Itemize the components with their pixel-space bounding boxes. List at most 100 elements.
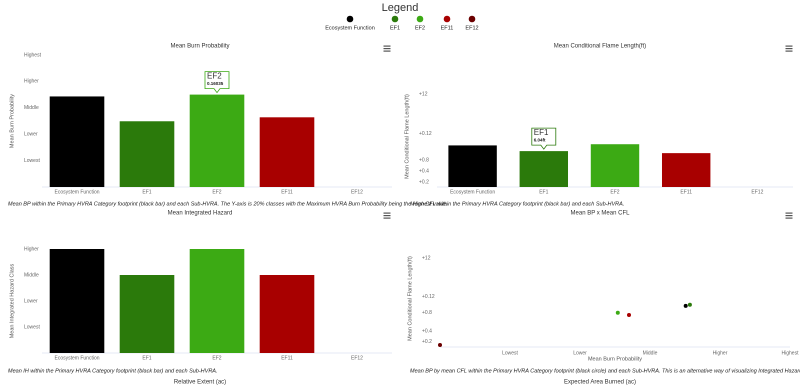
- chart-title: Mean Integrated Hazard: [168, 211, 233, 217]
- y-tick-label: +0.2: [419, 180, 429, 186]
- caption: Mean BP within the Primary HVRA Category…: [8, 201, 448, 207]
- bar[interactable]: [49, 249, 105, 353]
- x-tick-label: EF2: [610, 189, 619, 195]
- bar[interactable]: [259, 275, 315, 353]
- bar[interactable]: [189, 249, 245, 353]
- chart-panel: Mean BP x Mean CFL Mean Conditional Flame…: [407, 211, 800, 375]
- y-tick-label: Middle: [24, 272, 39, 278]
- x-tick-label: EF11: [680, 189, 692, 195]
- y-tick-label: Lowest: [24, 158, 40, 164]
- chart-menu[interactable]: [383, 212, 391, 219]
- caption: Mean BP by mean CFL within the Primary H…: [410, 368, 800, 374]
- tooltip-box: [204, 71, 230, 94]
- bar[interactable]: [49, 96, 105, 187]
- tooltip-text: 0.16035: [207, 81, 224, 86]
- point[interactable]: [627, 313, 631, 318]
- x-tick-label: EF1: [142, 355, 151, 361]
- point[interactable]: [683, 303, 688, 308]
- y-tick-label: +12: [422, 255, 431, 261]
- menu-bar[interactable]: [383, 217, 391, 219]
- chart-title: Expected Area Burned (ac): [564, 380, 636, 386]
- legend-title: Legend: [382, 2, 419, 14]
- y-tick-label: +12: [419, 92, 428, 98]
- legend-label[interactable]: EF11: [441, 25, 454, 31]
- menu-bar[interactable]: [785, 45, 793, 47]
- x-tick-label: Lowest: [502, 350, 518, 356]
- bar[interactable]: [119, 121, 175, 187]
- x-tick-label: EF2: [212, 355, 221, 361]
- menu-bar[interactable]: [383, 50, 391, 52]
- y-tick-label: +0.8: [422, 310, 432, 316]
- menu-bar[interactable]: [785, 217, 793, 219]
- x-tick-label: EF12: [751, 189, 763, 195]
- y-tick-label: Higher: [24, 246, 39, 252]
- menu-bar[interactable]: [383, 215, 391, 217]
- menu-bar[interactable]: [785, 215, 793, 217]
- x-tick-label: Ecosystem Function: [54, 189, 99, 195]
- x-tick-label: EF1: [539, 189, 548, 195]
- y-tick-label: +0.12: [419, 131, 432, 137]
- x-axis-title: Mean Burn Probability: [588, 356, 642, 362]
- x-tick-label: Ecosystem Function: [54, 355, 99, 361]
- bar[interactable]: [259, 117, 315, 187]
- y-axis-title: Mean Conditional Flame Length(ft): [404, 94, 410, 179]
- x-tick-label: Highest: [782, 350, 800, 356]
- menu-bar[interactable]: [383, 212, 391, 214]
- y-tick-label: +0.8: [419, 158, 429, 164]
- y-tick-label: +0.4: [419, 168, 429, 174]
- tooltip-title: EF2: [207, 72, 222, 81]
- bar[interactable]: [189, 94, 245, 187]
- legend-label[interactable]: Ecosystem Function: [325, 25, 375, 31]
- point[interactable]: [615, 310, 620, 315]
- chart-title: Mean Burn Probability: [170, 44, 229, 50]
- menu-bar[interactable]: [785, 50, 793, 52]
- legend-swatch: [391, 15, 399, 23]
- x-tick-label: EF2: [212, 189, 221, 195]
- chart-panel: Mean Burn Probability Mean Burn Probabili…: [8, 44, 448, 208]
- point[interactable]: [687, 302, 692, 307]
- legend-label[interactable]: EF1: [390, 25, 400, 31]
- caption: Mean CFL within the Primary HVRA Categor…: [410, 201, 624, 207]
- y-axis-title: Mean Conditional Flame Length(ft): [407, 256, 413, 341]
- menu-bar[interactable]: [785, 48, 793, 50]
- legend-swatch: [468, 15, 476, 23]
- y-axis-title: Mean Integrated Hazard Class: [9, 263, 15, 338]
- legend-swatch: [346, 15, 354, 23]
- legend-label[interactable]: EF2: [415, 25, 425, 31]
- chart-panel: Mean Conditional Flame Length(ft) Mean Co…: [404, 44, 793, 207]
- x-tick-label: EF1: [142, 189, 151, 195]
- menu-bar[interactable]: [785, 212, 793, 214]
- point[interactable]: [438, 343, 442, 348]
- chart-title: Mean Conditional Flame Length(ft): [554, 44, 646, 50]
- chart-menu[interactable]: [383, 45, 391, 52]
- legend-swatch: [416, 15, 424, 23]
- bar[interactable]: [119, 275, 175, 353]
- y-tick-label: Middle: [24, 105, 39, 111]
- x-tick-label: Higher: [713, 350, 728, 356]
- y-tick-label: +0.12: [422, 294, 435, 300]
- x-tick-label: EF11: [281, 355, 293, 361]
- menu-bar[interactable]: [383, 45, 391, 47]
- menu-bar[interactable]: [383, 48, 391, 50]
- chart-title: Relative Extent (ac): [174, 380, 226, 386]
- tooltip-title: EF1: [534, 128, 549, 137]
- legend-swatch: [443, 15, 451, 23]
- bar[interactable]: [448, 145, 497, 187]
- y-axis-title: Mean Burn Probability: [9, 94, 15, 148]
- legend-label[interactable]: EF12: [465, 25, 478, 31]
- chart-menu[interactable]: [785, 212, 793, 219]
- bar[interactable]: [590, 144, 640, 187]
- x-tick-label: EF12: [351, 355, 363, 361]
- chart-menu[interactable]: [785, 45, 793, 52]
- y-tick-label: Lower: [24, 298, 38, 304]
- bar[interactable]: [519, 151, 569, 187]
- x-tick-label: Lower: [573, 350, 587, 356]
- y-tick-label: Lowest: [24, 324, 40, 330]
- y-tick-label: Lower: [24, 132, 38, 138]
- bar[interactable]: [661, 153, 711, 187]
- tooltip-text: 6.04ft: [534, 137, 546, 142]
